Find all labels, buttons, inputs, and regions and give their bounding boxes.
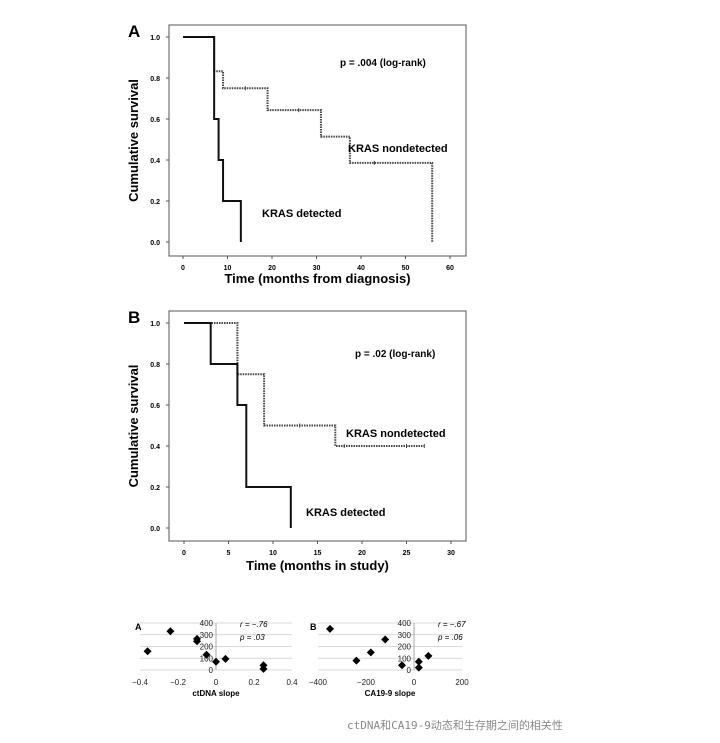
y-tick-label: 0 [407,666,412,675]
panel-letter: A [128,22,140,41]
y-tick-label: 200 [398,643,412,652]
x-tick-label: 0 [181,265,185,272]
scatter-point [366,648,375,657]
scatter-point [202,650,211,659]
y-tick-label: 0.8 [150,76,160,83]
y-tick-label: 1.0 [150,35,160,42]
y-tick-label: 0.6 [150,403,160,410]
correlation-r: r = −.67 [438,620,466,629]
x-tick-label: 20 [358,550,366,557]
series-label-kras-nondetected: KRAS nondetected [346,428,446,440]
x-tick-label: 30 [313,265,321,272]
y-axis-label: Cumulative survival [126,365,141,488]
km-curve-kras-detected [184,322,292,528]
y-tick-label: 0 [209,666,214,675]
series-label-kras-detected: KRAS detected [262,208,341,220]
series-label-kras-detected: KRAS detected [306,507,385,519]
scatter-point [326,624,334,633]
x-tick-label: 0 [182,550,186,557]
y-tick-label: 200 [200,643,214,652]
x-tick-label: −400 [309,678,328,687]
km-curve-kras-nondetected [184,322,425,447]
figure-caption: ctDNA和CA19-9动态和生存期之间的相关性 [347,719,563,732]
scatter-point [221,654,230,663]
x-tick-label: 40 [357,265,365,272]
y-tick-label: 400 [200,619,214,628]
panel-letter: B [128,308,140,327]
x-tick-label: 0.4 [286,678,298,687]
x-tick-label: 15 [314,550,322,557]
scatter-point [398,661,406,670]
x-axis-label: CA19-9 slope [365,689,416,698]
x-tick-label: −200 [357,678,376,687]
panel-letter: A [135,622,142,632]
y-tick-label: 0.2 [150,199,160,206]
x-axis-label: Time (months in study) [246,558,389,573]
x-tick-label: 0.2 [248,678,260,687]
y-tick-label: 0.4 [150,444,160,451]
y-tick-label: 0.0 [150,240,160,247]
log-rank-annotation: p = .004 (log-rank) [340,58,426,69]
y-tick-label: 0.8 [150,362,160,369]
scatter-point [212,657,220,666]
scatter-point [424,651,433,660]
y-tick-label: 100 [200,654,214,663]
scatter-point [166,627,175,636]
scatter-point [193,637,201,646]
series-label-kras-nondetected: KRAS nondetected [348,143,448,155]
scatter-point [259,664,268,673]
x-tick-label: −0.4 [132,678,148,687]
y-tick-label: 300 [200,631,214,640]
panel-letter: B [310,622,317,632]
plot-frame [168,24,467,257]
correlation-p: p = .03 [239,633,265,642]
x-tick-label: 60 [446,265,454,272]
y-tick-label: 0.4 [150,158,160,165]
y-tick-label: 400 [398,619,412,628]
correlation-r: r = −.76 [240,620,268,629]
x-tick-label: 10 [269,550,277,557]
km-curve-kras-detected [183,36,242,242]
scatter-point [352,656,361,665]
x-tick-label: 50 [402,265,410,272]
log-rank-annotation: p = .02 (log-rank) [355,349,435,360]
y-tick-label: 1.0 [150,321,160,328]
x-tick-label: 30 [447,550,455,557]
correlation-p: p = .06 [437,633,463,642]
y-tick-label: 300 [398,631,412,640]
x-axis-label: Time (months from diagnosis) [224,271,410,286]
x-tick-label: 0 [412,678,417,687]
x-tick-label: 25 [403,550,411,557]
y-tick-label: 100 [398,654,412,663]
scatter-point [381,635,390,644]
scatter-point [143,647,152,656]
x-axis-label: ctDNA slope [192,689,240,698]
y-tick-label: 0.0 [150,526,160,533]
y-tick-label: 0.6 [150,117,160,124]
y-tick-label: 0.2 [150,485,160,492]
x-tick-label: 200 [455,678,469,687]
x-tick-label: 20 [268,265,276,272]
y-axis-label: Cumulative survival [126,79,141,202]
x-tick-label: −0.2 [170,678,186,687]
scatter-point [414,663,423,672]
x-tick-label: 10 [224,265,232,272]
scatter-point [414,657,423,666]
x-tick-label: 0 [214,678,219,687]
x-tick-label: 5 [227,550,231,557]
